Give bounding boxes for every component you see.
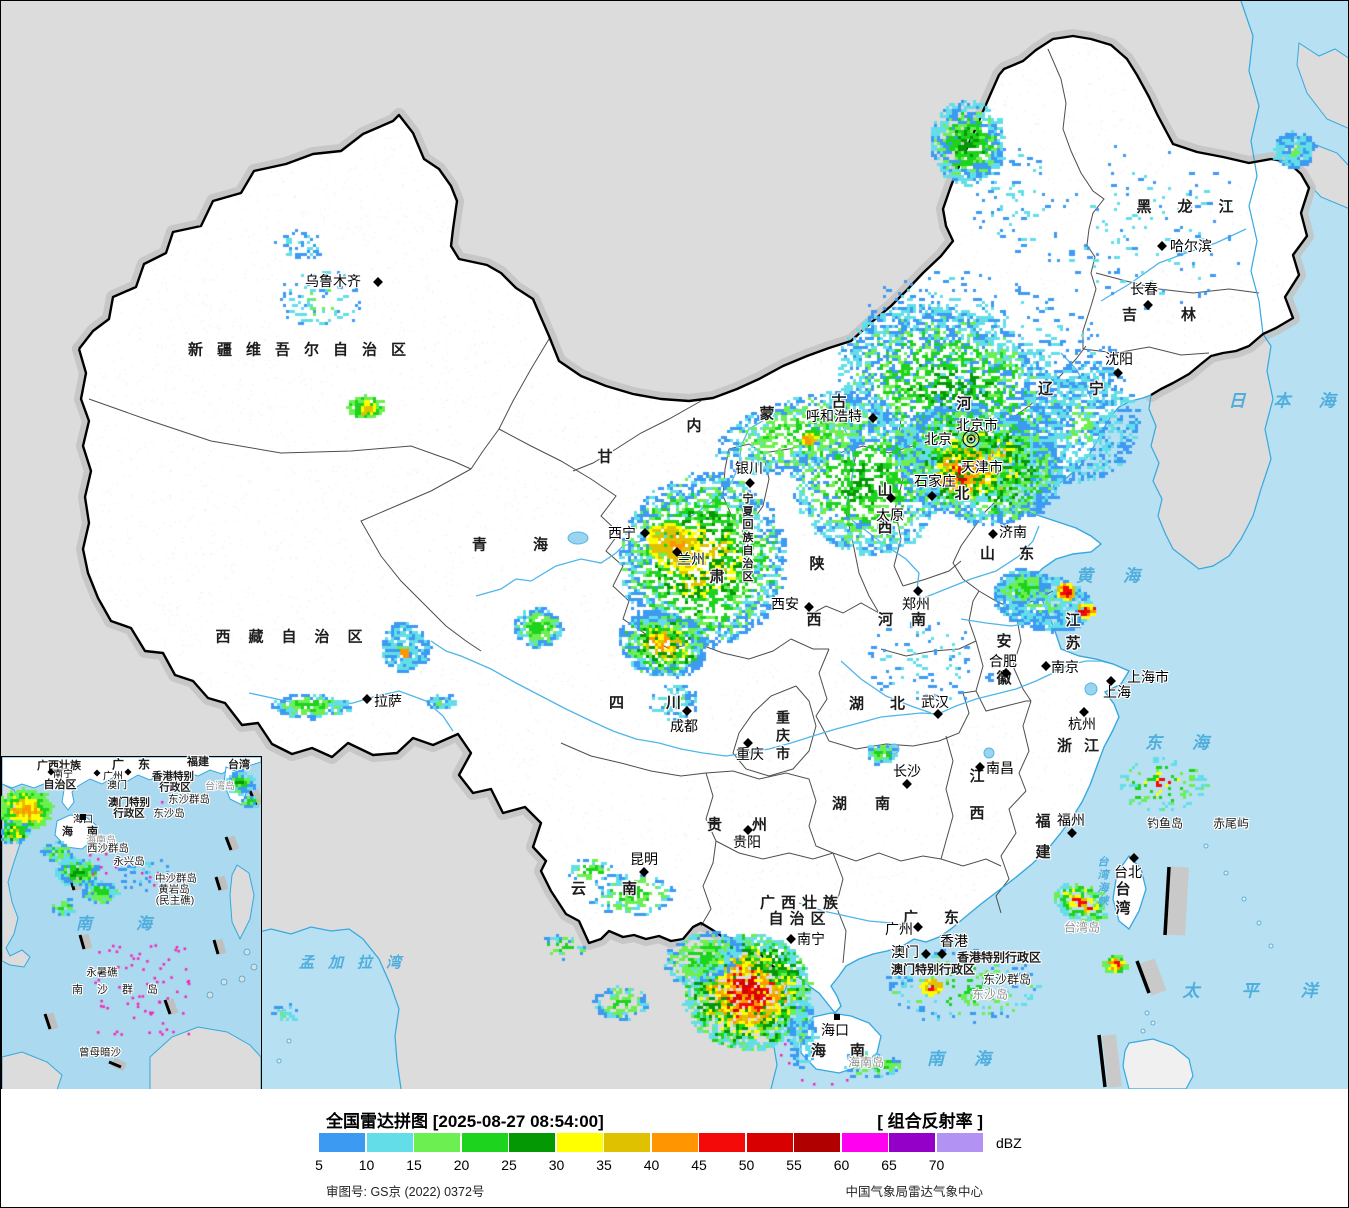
dbz-unit-label: dBZ: [996, 1135, 1022, 1151]
colorbar-swatch-40: [651, 1133, 698, 1152]
dbz-colorbar: [319, 1133, 984, 1152]
scale-value-35: 35: [596, 1157, 612, 1173]
colorbar-swatch-5: [319, 1133, 365, 1152]
colorbar-swatch-20: [461, 1133, 508, 1152]
colorbar-swatch-10: [366, 1133, 413, 1152]
credit-text: 中国气象局雷达气象中心: [845, 1185, 983, 1199]
colorbar-swatch-65: [889, 1133, 935, 1152]
colorbar-swatch-60: [841, 1133, 888, 1152]
colorbar-swatch-70: [936, 1133, 983, 1152]
colorbar-swatch-30: [556, 1133, 603, 1152]
legend-panel: 全国雷达拼图 [2025-08-27 08:54:00] [ 组合反射率 ] d…: [1, 1089, 1348, 1207]
colorbar-swatch-25: [509, 1133, 555, 1152]
china-radar-map: 新疆维吾尔自治区 西藏自治区 青海内蒙古甘肃宁夏回族自治区陕西山西河北山东 河南 江苏安…: [1, 1, 1348, 1091]
scale-value-45: 45: [691, 1157, 707, 1173]
scale-value-30: 30: [548, 1157, 565, 1173]
scale-value-15: 15: [406, 1157, 422, 1173]
scale-value-10: 10: [358, 1157, 375, 1173]
colorbar-swatch-15: [414, 1133, 460, 1152]
scale-value-65: 65: [881, 1157, 897, 1173]
colorbar-swatch-55: [794, 1133, 840, 1152]
scale-value-25: 25: [501, 1157, 517, 1173]
scale-value-40: 40: [643, 1157, 660, 1173]
scale-value-20: 20: [453, 1157, 470, 1173]
scale-value-5: 5: [315, 1157, 323, 1173]
map-review-number: 审图号: GS京 (2022) 0372号: [326, 1185, 485, 1199]
mosaic-title: 全国雷达拼图 [2025-08-27 08:54:00]: [326, 1112, 604, 1131]
dbz-scale-values: 5 10 15 20 25 30 35 40 45 50 55 60 65 70: [1, 1157, 1348, 1173]
scale-value-60: 60: [833, 1157, 850, 1173]
colorbar-swatch-35: [604, 1133, 650, 1152]
scale-value-55: 55: [786, 1157, 802, 1173]
radar-echo-layer: [1, 1, 1348, 1089]
scale-value-70: 70: [928, 1157, 945, 1173]
colorbar-swatch-50: [746, 1133, 793, 1152]
product-name: [ 组合反射率 ]: [877, 1112, 983, 1131]
colorbar-swatch-45: [699, 1133, 745, 1152]
scale-value-50: 50: [738, 1157, 755, 1173]
